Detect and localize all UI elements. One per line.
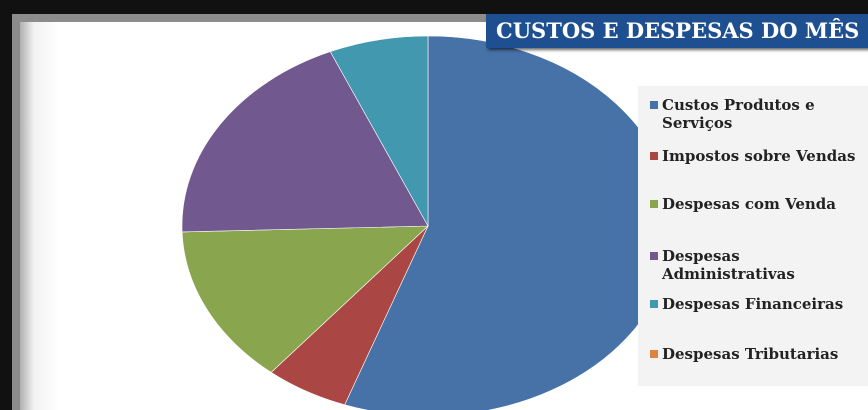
legend: Custos Produtos e Serviços Impostos sobr…	[638, 86, 868, 386]
pie-slice-despesas-venda	[181, 225, 429, 373]
legend-item-despesas-venda: Despesas com Venda	[650, 195, 836, 213]
legend-label-despesas-financeiras: Despesas Financeiras	[662, 295, 844, 313]
pie-slice-despesas-financeiras	[329, 35, 429, 228]
legend-label-impostos: Impostos sobre Vendas	[662, 147, 856, 165]
legend-item-despesas-administrativas: Despesas Administrativas	[650, 247, 795, 283]
legend-item-despesas-financeiras: Despesas Financeiras	[650, 295, 843, 313]
chart-title: CUSTOS E DESPESAS DO MÊS	[486, 14, 868, 48]
legend-swatch-despesas-tributarias	[650, 350, 658, 358]
pie-slice-despesas-administrativas	[181, 51, 429, 233]
legend-swatch-despesas-venda	[650, 200, 658, 208]
legend-label-despesas-administrativas: Despesas Administrativas	[662, 247, 795, 283]
legend-swatch-despesas-financeiras	[650, 300, 658, 308]
legend-item-custos-produtos: Custos Produtos e Serviços	[650, 96, 815, 132]
legend-swatch-impostos	[650, 152, 658, 160]
legend-item-despesas-tributarias: Despesas Tributarias	[650, 345, 838, 363]
legend-item-impostos: Impostos sobre Vendas	[650, 147, 855, 165]
legend-label-custos-produtos: Custos Produtos e Serviços	[662, 96, 815, 132]
legend-label-despesas-tributarias: Despesas Tributarias	[662, 345, 839, 363]
pie-slices	[181, 35, 675, 410]
legend-swatch-despesas-administrativas	[650, 252, 658, 260]
legend-swatch-custos-produtos	[650, 101, 658, 109]
legend-label-despesas-venda: Despesas com Venda	[662, 195, 837, 213]
